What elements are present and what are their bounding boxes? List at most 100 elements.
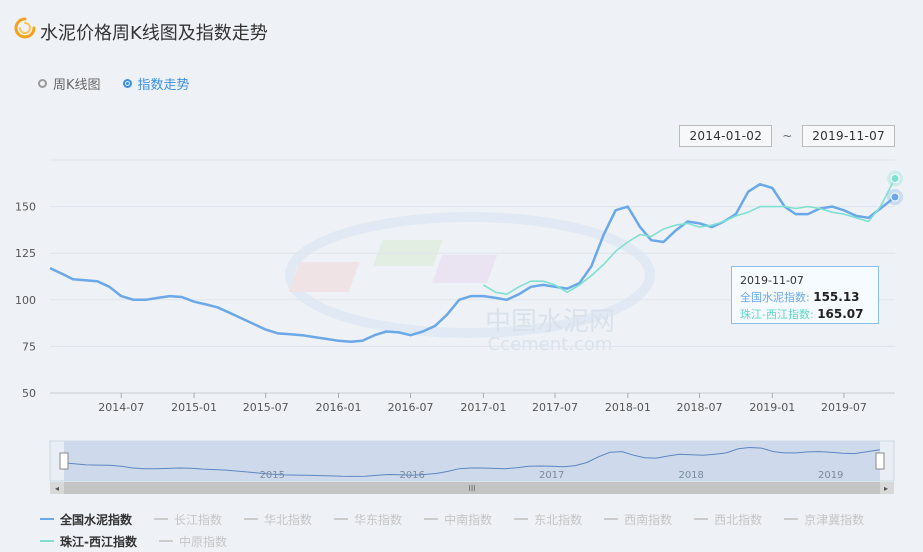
x-tick-label: 2016-01 [316,401,362,414]
zoom-year-labels: 2015 2016 2017 2018 2019 [260,470,844,481]
legend-line-icon [158,540,173,542]
legend-label: 中原指数 [178,534,227,549]
legend-line-icon [424,518,439,520]
legend-label: 西北指数 [714,512,763,527]
tooltip-series-value: 165.07 [817,307,864,321]
legend-label: 华东指数 [354,512,403,527]
legend: 全国水泥指数 长江指数 华北指数 华东指数 中南指数 东北指数 西南指数 西北指数 京津冀指数 … [40,508,900,552]
legend-item[interactable]: 长江指数 [154,511,222,528]
x-tick-label: 2015-01 [171,401,217,414]
zoom-year-label: 2019 [818,470,843,481]
header: 水泥价格周K线图及指数走势 [14,14,268,50]
y-tick-label: 50 [22,387,36,400]
legend-item[interactable]: 全国水泥指数 [40,511,132,528]
scroll-left-arrow-icon[interactable]: ◂ [55,484,59,493]
legend-item[interactable]: 珠江-西江指数 [40,533,137,550]
watermark-subtext: Ccement.com [488,334,613,355]
x-tick-label: 2019-01 [749,401,795,414]
end-date-input[interactable]: 2019-11-07 [802,125,895,147]
legend-item[interactable]: 西北指数 [694,511,762,528]
x-axis: 2014-07 2015-01 2015-07 2016-01 2016-07 2017-… [50,392,895,414]
radio-dot-icon [38,79,47,88]
x-tick-label: 2017-07 [532,401,578,414]
zoom-selection[interactable] [64,441,880,481]
scrollbar-thumb[interactable] [64,482,880,494]
legend-label: 长江指数 [174,512,223,527]
start-date-input[interactable]: 2014-01-02 [679,125,773,147]
radio-label: 指数走势 [137,78,190,93]
hover-markers [887,170,903,206]
zoom-year-label: 2015 [260,470,285,481]
x-tick-label: 2018-01 [605,401,651,414]
legend-item[interactable]: 东北指数 [514,511,582,528]
legend-item[interactable]: 华东指数 [334,511,402,528]
tooltip-date: 2019-11-07 [740,274,804,287]
series-lines [49,178,896,343]
watermark-swoosh [285,212,655,338]
legend-label: 西南指数 [624,512,673,527]
legend-item[interactable]: 西南指数 [604,511,672,528]
x-tick-label: 2014-07 [98,401,144,414]
zoom-year-label: 2018 [678,470,703,481]
legend-line-icon [40,518,54,520]
zoom-right-handle[interactable] [875,452,885,470]
view-toggle: 周K线图 指数走势 [38,74,190,93]
scroll-right-arrow-icon[interactable]: ▸ [884,484,888,493]
x-tick-label: 2016-07 [388,401,434,414]
zoom-year-label: 2017 [539,470,564,481]
y-tick-label: 100 [15,294,36,307]
x-tick-label: 2018-07 [676,401,722,414]
legend-item[interactable]: 中原指数 [158,533,227,550]
legend-item[interactable]: 中南指数 [424,511,492,528]
tooltip-series-value: 155.13 [813,290,860,304]
legend-line-icon [694,518,709,520]
watermark-block [431,255,498,283]
tooltip-row: 珠江-西江指数: 165.07 [740,306,870,323]
series-line [482,178,896,295]
watermark-text: 中国水泥网 [485,307,615,337]
legend-label: 华北指数 [264,512,313,527]
legend-item[interactable]: 华北指数 [244,511,312,528]
zoom-preview-line [63,446,881,477]
watermark-block [288,262,360,292]
zoom-slider[interactable]: 2015 2016 2017 2018 2019 ◂ ▸ III [49,440,895,494]
date-range: 2014-01-02 ~ 2019-11-07 [679,125,895,147]
y-tick-label: 125 [15,247,36,260]
legend-line-icon [334,518,349,520]
legend-line-icon [514,518,529,520]
chart-tooltip: 2019-11-07 全国水泥指数: 155.13 珠江-西江指数: 165.0… [731,266,879,324]
x-tick-label: 2015-07 [243,401,289,414]
series-line [49,182,896,343]
tooltip-series-label: 全国水泥指数: [740,291,810,304]
radio-dot-icon [122,79,132,88]
zoom-left-handle[interactable] [59,452,69,470]
legend-label: 东北指数 [534,512,583,527]
legend-row: 珠江-西江指数 中原指数 [40,530,900,552]
legend-line-icon [784,518,799,520]
radio-index-trend[interactable]: 指数走势 [122,74,190,93]
hover-marker [890,174,900,184]
swirl-logo-icon [14,17,36,39]
radio-label: 周K线图 [53,78,101,93]
legend-line-icon [40,540,54,542]
y-tick-label: 150 [15,201,36,214]
legend-label: 中南指数 [444,512,493,527]
page-title: 水泥价格周K线图及指数走势 [40,23,268,44]
zoom-year-label: 2016 [399,470,424,481]
legend-line-icon [604,518,619,520]
x-tick-label: 2019-07 [821,401,867,414]
legend-line-icon [244,518,259,520]
legend-label: 全国水泥指数 [60,512,133,527]
x-tick-label: 2017-01 [460,401,506,414]
tooltip-row: 全国水泥指数: 155.13 [740,289,870,306]
legend-label: 京津冀指数 [804,512,865,527]
hover-marker [890,192,900,202]
legend-line-icon [154,518,169,520]
legend-label: 珠江-西江指数 [60,534,137,549]
legend-item[interactable]: 京津冀指数 [784,511,864,528]
radio-weekly-k[interactable]: 周K线图 [38,74,101,93]
date-separator: ~ [782,129,793,143]
scroll-grip-icon[interactable]: III [468,484,475,493]
y-axis: 50 75 100 125 150 [15,201,36,400]
